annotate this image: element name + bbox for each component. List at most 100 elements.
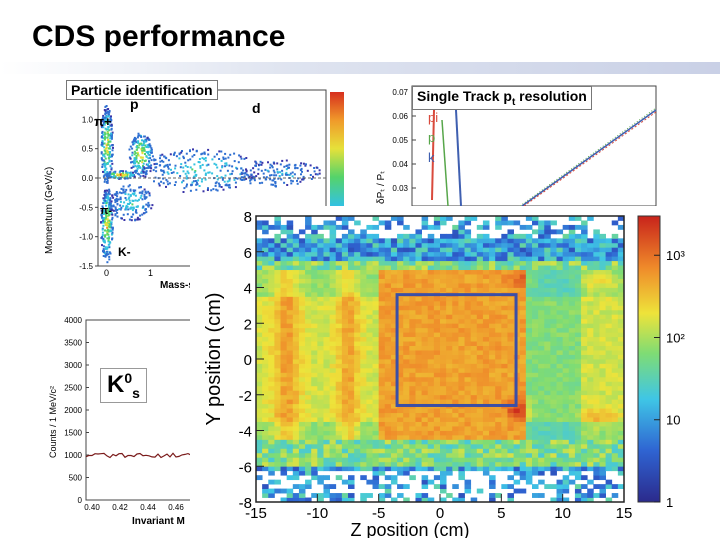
pid-point xyxy=(109,176,111,179)
heatmap-cell xyxy=(262,434,269,440)
heatmap-cell xyxy=(366,327,373,333)
heatmap-cell xyxy=(538,394,545,400)
heatmap-cell xyxy=(384,399,392,405)
heatmap-cell xyxy=(286,242,294,248)
heatmap-cell xyxy=(262,412,269,418)
heatmap-cell xyxy=(378,426,386,431)
heatmap-cell xyxy=(256,220,263,226)
pid-point xyxy=(217,182,220,185)
heatmap-cell xyxy=(605,265,613,271)
heatmap-cell xyxy=(495,367,502,373)
heatmap-cell xyxy=(458,251,465,257)
pid-point xyxy=(112,146,114,149)
heatmap-cell xyxy=(556,367,564,373)
heatmap-cell xyxy=(262,332,269,338)
heatmap-cell xyxy=(556,448,564,454)
pid-point xyxy=(140,171,143,174)
heatmap-cell xyxy=(495,287,502,293)
pid-point xyxy=(146,136,149,139)
pid-point xyxy=(147,204,149,207)
heatmap-cell xyxy=(532,466,539,472)
heatmap-cell xyxy=(513,461,521,467)
heatmap-cell xyxy=(550,376,557,382)
heatmap-cell xyxy=(532,372,539,378)
heatmap-cell xyxy=(476,394,484,400)
pid-point xyxy=(180,151,183,154)
heatmap-cell xyxy=(574,314,582,320)
pid-point xyxy=(273,162,276,165)
heatmap-cell xyxy=(378,372,386,378)
heatmap-cell xyxy=(372,381,380,387)
heatmap-cell xyxy=(433,466,441,472)
heatmap-cell xyxy=(366,309,373,315)
heatmap-cell xyxy=(593,367,600,373)
heatmap-cell xyxy=(366,242,373,248)
heatmap-cell xyxy=(366,359,373,364)
heatmap-cell xyxy=(366,336,373,342)
heatmap-cell xyxy=(593,336,600,342)
heatmap-cell xyxy=(317,233,324,239)
heatmap-cell xyxy=(489,238,496,244)
heatmap-cell xyxy=(605,394,613,400)
heatmap-cell xyxy=(323,475,330,481)
heatmap-cell xyxy=(538,323,545,329)
slide-title: CDS performance xyxy=(32,20,286,53)
heatmap-cell xyxy=(495,300,502,306)
heatmap-cell xyxy=(550,359,557,364)
heatmap-cell xyxy=(617,336,625,342)
heatmap-cell xyxy=(507,354,514,360)
heatmap-cell xyxy=(415,251,422,257)
heatmap-cell xyxy=(280,399,288,405)
pid-point xyxy=(101,231,104,234)
heatmap-ytick-label: 2 xyxy=(244,316,252,333)
heatmap-cell xyxy=(568,287,576,293)
heatmap-cell xyxy=(348,417,355,422)
heatmap-cell xyxy=(513,283,521,288)
heatmap-cell xyxy=(470,309,478,315)
heatmap-cell xyxy=(421,417,429,422)
heatmap-cell xyxy=(489,426,496,431)
pid-point xyxy=(228,183,231,186)
pid-point xyxy=(139,160,142,162)
pid-point xyxy=(107,143,110,146)
heatmap-cell xyxy=(378,408,386,414)
pid-point xyxy=(118,177,121,180)
heatmap-cell xyxy=(409,233,416,239)
heatmap-cell xyxy=(317,300,324,306)
heatmap-cell xyxy=(452,457,459,463)
heatmap-cell xyxy=(532,417,539,422)
heatmap-cell xyxy=(311,265,318,271)
heatmap-cell xyxy=(311,287,318,293)
heatmap-cell xyxy=(587,242,594,248)
heatmap-cell xyxy=(384,359,392,364)
pid-point xyxy=(108,153,111,156)
heatmap-cell xyxy=(519,238,527,244)
pid-point xyxy=(258,182,261,185)
heatmap-cell xyxy=(599,287,606,293)
heatmap-cell xyxy=(409,376,416,382)
heatmap-cell xyxy=(292,296,300,302)
heatmap-cell xyxy=(378,394,386,400)
heatmap-cell xyxy=(599,376,606,382)
heatmap-cell xyxy=(519,318,527,324)
pid-point xyxy=(218,150,221,153)
heatmap-cell xyxy=(544,247,551,253)
heatmap-cell xyxy=(274,367,281,373)
heatmap-cell xyxy=(611,408,619,414)
heatmap-cell xyxy=(544,354,551,360)
heatmap-cell xyxy=(262,314,269,320)
heatmap-cell xyxy=(298,443,306,449)
heatmap-cell xyxy=(593,287,600,293)
heatmap-cell xyxy=(525,417,533,422)
pid-point xyxy=(119,204,122,207)
heatmap-cell xyxy=(574,341,582,346)
heatmap-cell xyxy=(305,408,312,414)
pid-point xyxy=(131,160,134,163)
heatmap-cell xyxy=(513,260,521,266)
heatmap-cell xyxy=(390,341,398,346)
heatmap-cell xyxy=(274,457,281,463)
heatmap-cell xyxy=(562,497,570,503)
heatmap-cell xyxy=(562,296,570,302)
pid-point xyxy=(136,145,139,147)
heatmap-cell xyxy=(292,439,300,445)
